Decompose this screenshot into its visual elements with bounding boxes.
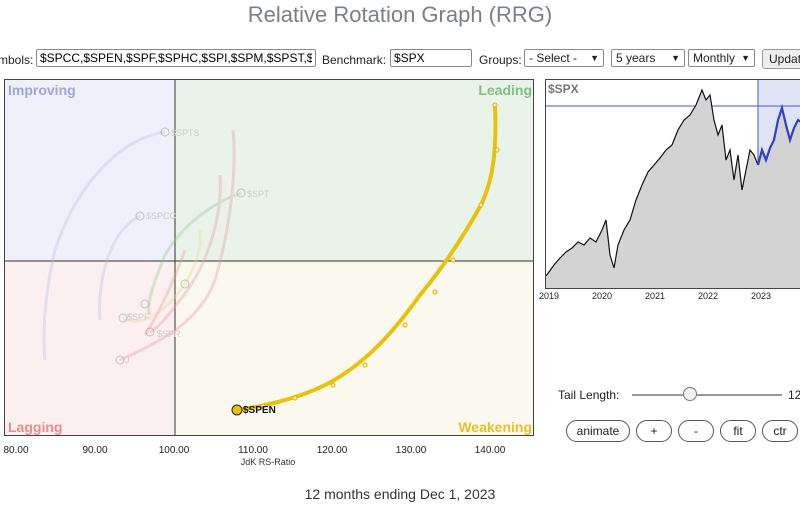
- chevron-down-icon: ▼: [671, 53, 680, 63]
- x-axis-label: JdK RS-Ratio: [240, 457, 296, 467]
- quadrant-improving: [5, 80, 175, 261]
- tail-spcc: [98, 214, 141, 321]
- tail-spst: [143, 249, 187, 336]
- benchmark-line: [546, 88, 759, 277]
- animate-button[interactable]: animate: [566, 420, 630, 442]
- spen-label: $SPEN: [243, 405, 276, 416]
- benchmark-area: [546, 90, 800, 288]
- tail-spen: [234, 104, 498, 412]
- svg-text:J: J: [125, 355, 130, 365]
- page-title: Relative Rotation Graph (RRG): [247, 2, 553, 27]
- tail-length-label: Tail Length:: [558, 388, 620, 402]
- period-caption: 12 months ending Dec 1, 2023: [304, 486, 496, 502]
- label-leading: Leading: [478, 82, 532, 98]
- symbols-input[interactable]: [36, 49, 316, 67]
- benchmark-label: Benchmark:: [322, 53, 387, 67]
- quadrant-weakening: [175, 261, 533, 435]
- interval-select[interactable]: Monthly ▼: [688, 49, 755, 67]
- quadrant-lagging: [5, 261, 175, 435]
- tail-spt: [147, 191, 242, 316]
- benchmark-line-recent: [756, 103, 800, 166]
- benchmark-symbol: $SPX: [548, 82, 579, 96]
- tail-length-value: 12: [788, 388, 800, 402]
- tail-sptc: [42, 130, 166, 361]
- label-lagging: Lagging: [8, 419, 62, 435]
- spen-head[interactable]: [231, 404, 243, 416]
- center-button[interactable]: ctr: [762, 420, 798, 442]
- svg-text:$SPF: $SPF: [127, 312, 150, 322]
- toolbar: mbols: Benchmark: Groups: - Select -▼ 5 …: [0, 48, 800, 72]
- rrg-plot: Improving Leading Lagging Weakening $SPT…: [5, 80, 533, 435]
- tail-sphc: [121, 229, 202, 323]
- svg-text:$SPCC: $SPCC: [146, 211, 177, 221]
- symbols-label: mbols:: [0, 53, 34, 67]
- svg-text:$SPT: $SPT: [247, 189, 270, 199]
- chevron-down-icon: ▼: [741, 53, 750, 63]
- quadrant-leading: [175, 80, 533, 261]
- tail-spf: [119, 129, 236, 362]
- faded-symbol-labels: $SPTS $SPCC $SPT $SPF $SPR J: [125, 128, 270, 365]
- benchmark-plot: $SPX: [546, 80, 800, 288]
- groups-label: Groups:: [479, 53, 522, 67]
- zoom-in-button[interactable]: +: [636, 420, 672, 442]
- rrg-chart[interactable]: Improving Leading Lagging Weakening $SPT…: [4, 79, 534, 436]
- update-button[interactable]: Updat: [762, 49, 800, 69]
- tail-spr: [149, 174, 222, 334]
- svg-text:$SPTS: $SPTS: [171, 128, 200, 138]
- benchmark-input[interactable]: [390, 49, 472, 67]
- tail-length-slider-handle[interactable]: [683, 387, 697, 401]
- label-weakening: Weakening: [458, 419, 532, 435]
- period-select[interactable]: 5 years ▼: [611, 49, 685, 67]
- benchmark-chart: $SPX: [545, 79, 800, 289]
- fit-button[interactable]: fit: [720, 420, 756, 442]
- tail-spen-points: [260, 102, 500, 409]
- zoom-out-button[interactable]: -: [678, 420, 714, 442]
- groups-select[interactable]: - Select - ▼: [524, 49, 604, 67]
- chevron-down-icon: ▼: [590, 53, 599, 63]
- svg-text:$SPR: $SPR: [157, 329, 181, 339]
- label-improving: Improving: [8, 82, 76, 98]
- tail-length-slider[interactable]: [632, 394, 782, 396]
- faded-heads: [115, 127, 246, 365]
- faded-tails: [42, 129, 242, 362]
